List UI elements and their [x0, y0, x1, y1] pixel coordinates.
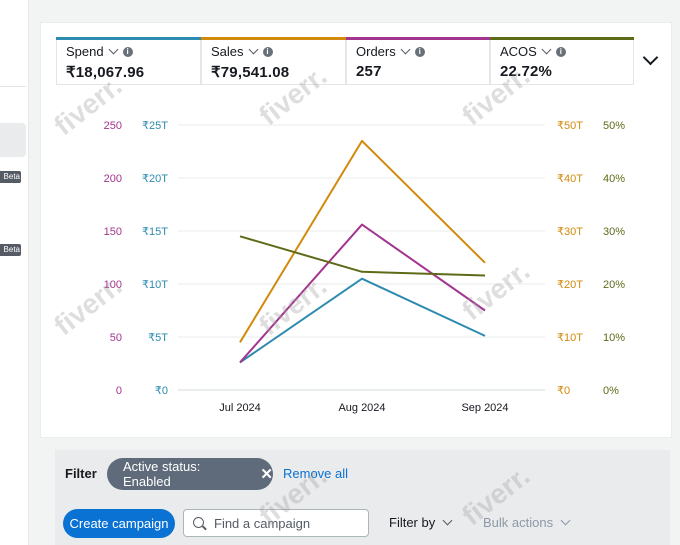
- axis-tick-label: ₹40T: [557, 173, 583, 185]
- x-axis-tick-label: Aug 2024: [338, 402, 385, 414]
- axis-tick-label: ₹20T: [557, 279, 583, 291]
- axis-tick-label: ₹20T: [142, 173, 168, 185]
- metric-value: 22.72%: [500, 63, 553, 80]
- metric-value: ₹18,067.96: [66, 64, 145, 81]
- info-icon[interactable]: i: [122, 46, 133, 57]
- x-axis-tick-label: Sep 2024: [461, 402, 508, 414]
- filter-by-label: Filter by: [389, 515, 436, 530]
- chevron-down-icon: [442, 515, 453, 526]
- series-line: [239, 139, 486, 343]
- metric-label: Spend: [66, 44, 104, 59]
- metric-card-spend[interactable]: Spend i ₹18,067.96: [56, 37, 201, 85]
- filter-label: Filter: [65, 466, 97, 481]
- metric-value: 257: [356, 63, 382, 80]
- search-input[interactable]: [212, 515, 366, 532]
- close-icon[interactable]: ✕: [260, 466, 273, 483]
- axis-tick-label: ₹15T: [142, 226, 168, 238]
- sidebar-item-selected[interactable]: [0, 123, 26, 157]
- axis-tick-label: ₹10T: [557, 332, 583, 344]
- series-line: [239, 223, 486, 364]
- info-icon[interactable]: i: [262, 46, 273, 57]
- series-line: [239, 235, 486, 277]
- bulk-actions-dropdown[interactable]: Bulk actions: [483, 515, 571, 530]
- sidebar: Beta Beta: [0, 0, 29, 545]
- axis-tick-label: ₹30T: [557, 226, 583, 238]
- axis-tick-label: ₹5T: [148, 332, 168, 344]
- search-icon: [193, 517, 204, 528]
- axis-tick-label: 200: [104, 173, 122, 185]
- axis-tick-label: 20%: [603, 279, 625, 291]
- metric-color-bar: [346, 37, 490, 40]
- metric-card-sales[interactable]: Sales i ₹79,541.08: [201, 37, 346, 85]
- info-icon[interactable]: i: [414, 46, 425, 57]
- metric-label: ACOS: [500, 44, 537, 59]
- axis-tick-label: 50%: [603, 120, 625, 132]
- create-campaign-button[interactable]: Create campaign: [63, 509, 175, 538]
- bulk-actions-label: Bulk actions: [483, 515, 554, 530]
- metric-color-bar: [201, 37, 346, 40]
- filter-token-label: Active status: Enabled: [123, 459, 201, 489]
- axis-tick-label: 10%: [603, 332, 625, 344]
- axis-tick-label: 0: [116, 385, 122, 397]
- axis-tick-label: ₹0: [557, 385, 570, 397]
- x-axis-tick-label: Jul 2024: [219, 402, 261, 414]
- beta-badge: Beta: [0, 244, 21, 256]
- metric-value: ₹79,541.08: [211, 64, 290, 81]
- metric-label: Orders: [356, 44, 396, 59]
- axis-tick-label: 0%: [603, 385, 619, 397]
- axis-tick-label: 250: [104, 120, 122, 132]
- axis-tick-label: ₹25T: [142, 120, 168, 132]
- metric-color-bar: [490, 37, 634, 40]
- metric-card-acos[interactable]: ACOS i 22.72%: [490, 37, 634, 85]
- info-icon[interactable]: i: [555, 46, 566, 57]
- axis-tick-label: 100: [104, 279, 122, 291]
- campaign-search[interactable]: [183, 509, 369, 537]
- series-line: [239, 277, 486, 364]
- metric-card-orders[interactable]: Orders i 257: [346, 37, 490, 85]
- axis-tick-label: ₹50T: [557, 120, 583, 132]
- axis-tick-label: 40%: [603, 173, 625, 185]
- beta-badge: Beta: [0, 171, 21, 183]
- metric-color-bar: [56, 37, 201, 40]
- axis-tick-label: ₹10T: [142, 279, 168, 291]
- axis-tick-label: 30%: [603, 226, 625, 238]
- remove-all-link[interactable]: Remove all: [283, 466, 349, 481]
- filter-token[interactable]: Active status: Enabled ✕: [107, 458, 273, 490]
- axis-tick-label: 50: [110, 332, 122, 344]
- chevron-down-icon: [560, 515, 571, 526]
- axis-tick-label: 150: [104, 226, 122, 238]
- metric-label: Sales: [211, 44, 244, 59]
- filter-by-dropdown[interactable]: Filter by: [389, 515, 453, 530]
- axis-tick-label: ₹0: [155, 385, 168, 397]
- sidebar-divider: [0, 86, 26, 87]
